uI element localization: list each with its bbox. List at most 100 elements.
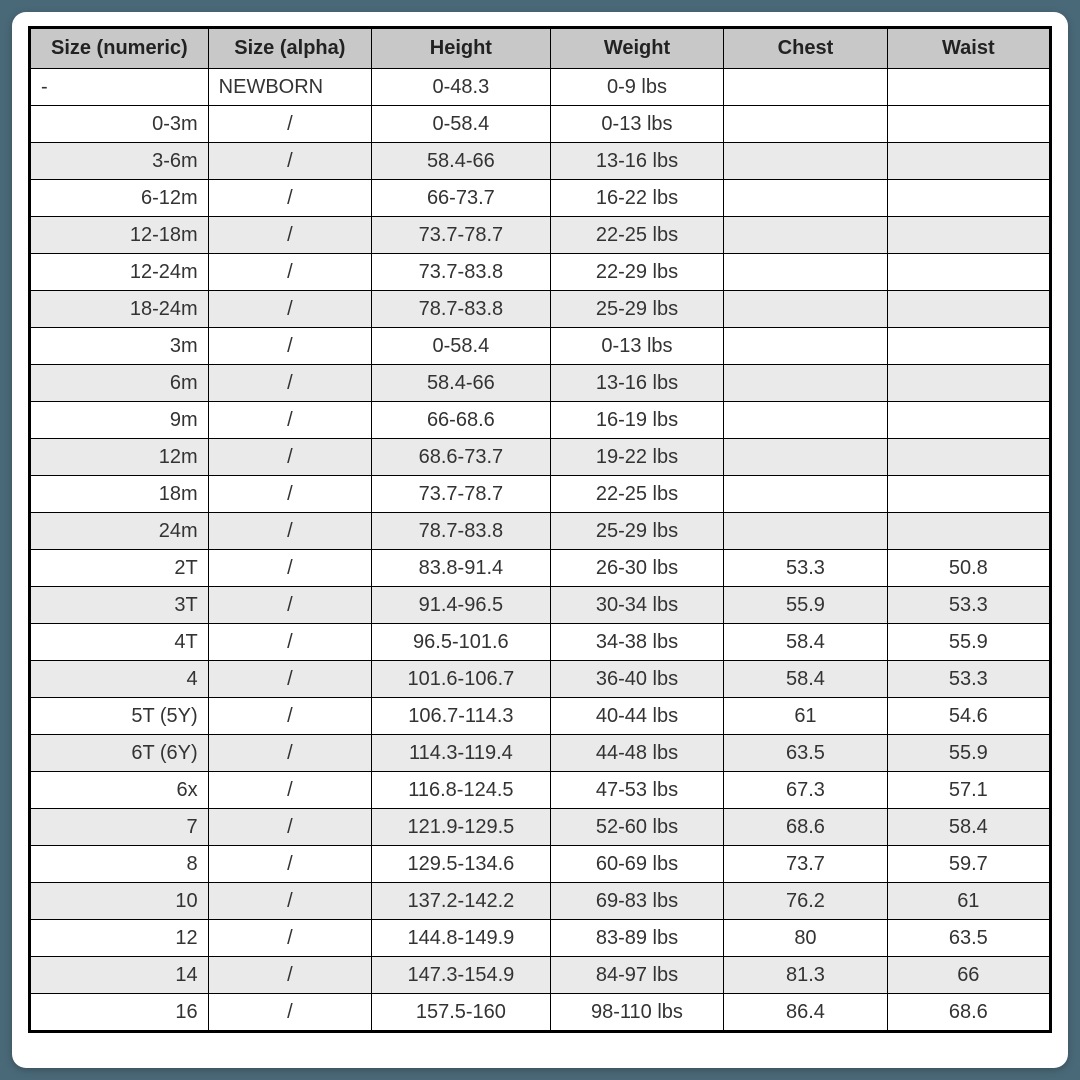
cell-alpha: NEWBORN — [208, 69, 371, 106]
cell-numeric: 14 — [30, 957, 209, 994]
cell-weight: 36-40 lbs — [550, 661, 724, 698]
cell-numeric: 0-3m — [30, 106, 209, 143]
table-row: 0-3m/0-58.40-13 lbs — [30, 106, 1051, 143]
cell-numeric: 12 — [30, 920, 209, 957]
cell-height: 58.4-66 — [372, 365, 551, 402]
table-row: 6T (6Y)/114.3-119.444-48 lbs63.555.9 — [30, 735, 1051, 772]
table-row: 12-18m/73.7-78.722-25 lbs — [30, 217, 1051, 254]
table-row: 3-6m/58.4-6613-16 lbs — [30, 143, 1051, 180]
cell-chest — [724, 513, 887, 550]
table-row: 12-24m/73.7-83.822-29 lbs — [30, 254, 1051, 291]
cell-alpha: / — [208, 883, 371, 920]
cell-numeric: 7 — [30, 809, 209, 846]
cell-waist: 53.3 — [887, 587, 1050, 624]
cell-chest: 76.2 — [724, 883, 887, 920]
cell-waist: 61 — [887, 883, 1050, 920]
cell-weight: 69-83 lbs — [550, 883, 724, 920]
header-row: Size (numeric)Size (alpha)HeightWeightCh… — [30, 28, 1051, 69]
cell-height: 0-58.4 — [372, 328, 551, 365]
cell-numeric: 18-24m — [30, 291, 209, 328]
table-row: 24m/78.7-83.825-29 lbs — [30, 513, 1051, 550]
cell-chest — [724, 328, 887, 365]
cell-waist — [887, 439, 1050, 476]
cell-weight: 98-110 lbs — [550, 994, 724, 1032]
cell-chest: 81.3 — [724, 957, 887, 994]
col-header-3: Weight — [550, 28, 724, 69]
cell-height: 129.5-134.6 — [372, 846, 551, 883]
cell-waist — [887, 69, 1050, 106]
cell-weight: 22-25 lbs — [550, 476, 724, 513]
cell-chest — [724, 402, 887, 439]
cell-numeric: 10 — [30, 883, 209, 920]
cell-height: 0-58.4 — [372, 106, 551, 143]
table-head: Size (numeric)Size (alpha)HeightWeightCh… — [30, 28, 1051, 69]
cell-chest: 63.5 — [724, 735, 887, 772]
table-row: 18m/73.7-78.722-25 lbs — [30, 476, 1051, 513]
cell-weight: 84-97 lbs — [550, 957, 724, 994]
table-row: 3T/91.4-96.530-34 lbs55.953.3 — [30, 587, 1051, 624]
cell-waist — [887, 217, 1050, 254]
cell-weight: 83-89 lbs — [550, 920, 724, 957]
cell-chest: 73.7 — [724, 846, 887, 883]
table-row: -NEWBORN0-48.30-9 lbs — [30, 69, 1051, 106]
cell-weight: 16-22 lbs — [550, 180, 724, 217]
cell-alpha: / — [208, 476, 371, 513]
cell-chest — [724, 106, 887, 143]
cell-numeric: - — [30, 69, 209, 106]
cell-waist — [887, 180, 1050, 217]
cell-height: 78.7-83.8 — [372, 513, 551, 550]
cell-weight: 0-9 lbs — [550, 69, 724, 106]
cell-waist — [887, 143, 1050, 180]
cell-waist: 58.4 — [887, 809, 1050, 846]
cell-height: 73.7-78.7 — [372, 476, 551, 513]
cell-waist — [887, 106, 1050, 143]
cell-waist: 63.5 — [887, 920, 1050, 957]
cell-weight: 25-29 lbs — [550, 513, 724, 550]
table-row: 12m/68.6-73.719-22 lbs — [30, 439, 1051, 476]
cell-weight: 30-34 lbs — [550, 587, 724, 624]
table-row: 10/137.2-142.269-83 lbs76.261 — [30, 883, 1051, 920]
cell-chest — [724, 69, 887, 106]
cell-height: 114.3-119.4 — [372, 735, 551, 772]
cell-alpha: / — [208, 846, 371, 883]
table-row: 9m/66-68.616-19 lbs — [30, 402, 1051, 439]
cell-weight: 13-16 lbs — [550, 143, 724, 180]
cell-height: 66-73.7 — [372, 180, 551, 217]
cell-weight: 0-13 lbs — [550, 328, 724, 365]
cell-chest: 58.4 — [724, 624, 887, 661]
cell-alpha: / — [208, 735, 371, 772]
card: Size (numeric)Size (alpha)HeightWeightCh… — [12, 12, 1068, 1068]
table-row: 18-24m/78.7-83.825-29 lbs — [30, 291, 1051, 328]
cell-alpha: / — [208, 365, 371, 402]
col-header-4: Chest — [724, 28, 887, 69]
cell-alpha: / — [208, 291, 371, 328]
table-row: 6m/58.4-6613-16 lbs — [30, 365, 1051, 402]
cell-numeric: 4T — [30, 624, 209, 661]
cell-numeric: 12-18m — [30, 217, 209, 254]
table-row: 5T (5Y)/106.7-114.340-44 lbs6154.6 — [30, 698, 1051, 735]
cell-alpha: / — [208, 180, 371, 217]
cell-alpha: / — [208, 587, 371, 624]
table-row: 6x/116.8-124.547-53 lbs67.357.1 — [30, 772, 1051, 809]
cell-alpha: / — [208, 439, 371, 476]
table-row: 16/157.5-16098-110 lbs86.468.6 — [30, 994, 1051, 1032]
cell-waist: 59.7 — [887, 846, 1050, 883]
cell-height: 147.3-154.9 — [372, 957, 551, 994]
cell-height: 83.8-91.4 — [372, 550, 551, 587]
cell-waist: 55.9 — [887, 735, 1050, 772]
cell-alpha: / — [208, 217, 371, 254]
cell-chest: 53.3 — [724, 550, 887, 587]
cell-waist — [887, 254, 1050, 291]
cell-alpha: / — [208, 957, 371, 994]
cell-waist: 54.6 — [887, 698, 1050, 735]
cell-chest — [724, 476, 887, 513]
cell-height: 91.4-96.5 — [372, 587, 551, 624]
cell-chest: 55.9 — [724, 587, 887, 624]
col-header-1: Size (alpha) — [208, 28, 371, 69]
col-header-0: Size (numeric) — [30, 28, 209, 69]
col-header-2: Height — [372, 28, 551, 69]
cell-numeric: 24m — [30, 513, 209, 550]
cell-chest — [724, 291, 887, 328]
cell-chest: 80 — [724, 920, 887, 957]
cell-chest: 58.4 — [724, 661, 887, 698]
